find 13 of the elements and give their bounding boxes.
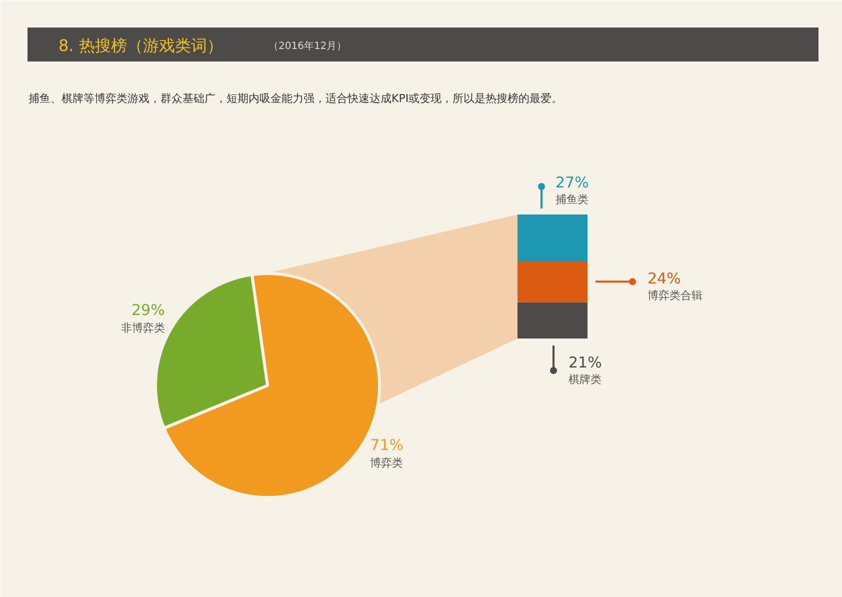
slice-label: 博弈类 [370, 456, 404, 470]
text: 棋牌类 [568, 373, 602, 386]
series-label: 捕鱼类 [556, 193, 588, 206]
text: 博弈类合辑 [648, 289, 702, 302]
slice-label: 非博弈类 [120, 321, 165, 334]
data-label: 29% [132, 300, 165, 319]
text: 捕鱼、棋牌等博弈类游戏，群众基础广，短期内吸金能力强，适合快速达成KPI或变现，所以是热搜榜的最爱。 [28, 92, 563, 105]
chart-subtitle: （2016年12月） [268, 40, 347, 52]
data-label: 24% [648, 270, 681, 288]
chart-title: 8. 热搜榜（游戏类词） [58, 36, 223, 55]
data-label: 21% [568, 354, 602, 372]
data-label: 27% [556, 174, 589, 192]
data-label: 71% [370, 436, 404, 454]
